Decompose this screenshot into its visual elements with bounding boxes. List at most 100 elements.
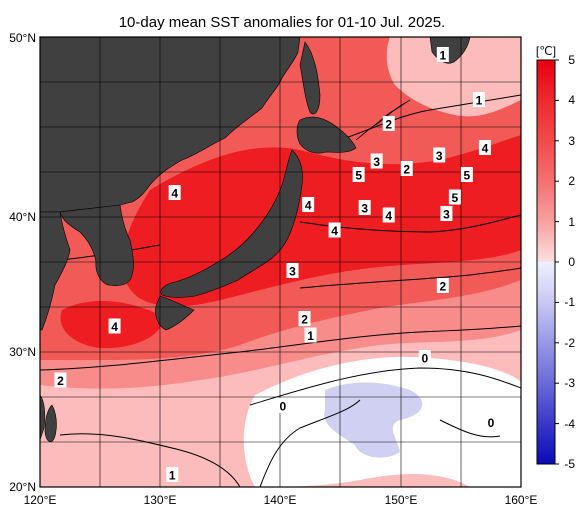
- colorbar-tick-label: 2: [568, 174, 575, 188]
- contour-label-text: 1: [169, 469, 176, 483]
- contour-label-text: 4: [171, 187, 178, 201]
- contour-label-background: [286, 263, 299, 278]
- colorbar-scale: [536, 59, 556, 465]
- colorbar-tick-label: 4: [568, 93, 575, 107]
- contour-label-text: 0: [488, 416, 495, 430]
- sakhalin-land: [299, 41, 321, 115]
- contour-label-background: [328, 222, 341, 238]
- contour-label-text: 1: [439, 49, 446, 63]
- contour-label: 0: [484, 414, 497, 430]
- land-masses: [40, 37, 471, 443]
- negative-anomaly-patch: [324, 382, 423, 458]
- contour-label: 5: [352, 167, 365, 183]
- contour-label-text: 5: [452, 191, 459, 205]
- latitude-axis-labels: 50°N 40°N 30°N 20°N: [9, 31, 36, 494]
- contour-label: 2: [400, 161, 413, 177]
- colorbar-ticks: [555, 59, 559, 465]
- colorbar-tick-label: 0: [568, 255, 575, 269]
- china-coast-land: [40, 211, 71, 331]
- contour-label-text: 3: [289, 265, 296, 279]
- colorbar-tick-label: 1: [568, 215, 575, 229]
- contour-label-text: 2: [403, 163, 410, 177]
- longitude-axis-labels: 120°E 130°E 140°E 150°E 160°E: [24, 493, 538, 507]
- lon-tick-label: 160°E: [505, 493, 538, 507]
- contour-label: 2: [54, 372, 67, 388]
- lat-lon-grid: [40, 37, 521, 487]
- contour-label: 3: [286, 263, 299, 279]
- contour-label-text: 4: [331, 224, 338, 238]
- contour-label-background: [484, 414, 497, 430]
- contour-label-text: 5: [355, 169, 362, 183]
- contour-label-text: 0: [421, 352, 428, 366]
- colorbar-tick-label: -2: [564, 336, 575, 350]
- contour-label-background: [440, 206, 453, 221]
- contour-label-text: 0: [280, 400, 287, 414]
- contour-label: 0: [418, 350, 431, 366]
- contour-label: 3: [370, 153, 383, 169]
- contour-label-text: 4: [111, 320, 118, 334]
- contour-label: 3: [358, 200, 371, 216]
- lon-tick-label: 130°E: [144, 493, 177, 507]
- contour-label: 3: [433, 147, 446, 163]
- contour-label: 2: [298, 311, 311, 327]
- colorbar-tick-label: -1: [564, 295, 575, 309]
- lon-tick-label: 150°E: [385, 493, 418, 507]
- lat-tick-label: 50°N: [9, 31, 36, 45]
- contour-label: 1: [436, 47, 449, 63]
- contour-label: 3: [440, 206, 453, 222]
- korean-peninsula-land: [59, 204, 134, 286]
- contour-label-text: 2: [301, 313, 308, 327]
- contour-label-background: [478, 140, 491, 155]
- asian-continent-land: [40, 37, 301, 213]
- contour-label-background: [54, 372, 67, 388]
- kyushu-shikoku-land: [155, 295, 195, 331]
- contour-label-text: 2: [439, 280, 446, 294]
- contour-label-text: 2: [57, 374, 64, 388]
- contour-label: 4: [168, 185, 181, 201]
- contour-label: 4: [302, 197, 315, 213]
- contour-label-background: [382, 207, 395, 223]
- colorbar-tick-labels: 5 4 3 2 1 0 -1 -2 -3 -4 -5: [564, 53, 575, 471]
- contour-label-text: 5: [464, 169, 471, 183]
- lat-tick-label: 30°N: [9, 345, 36, 359]
- contour-label-background: [436, 278, 449, 293]
- contour-label-text: 4: [482, 142, 489, 156]
- honshu-land: [160, 149, 303, 298]
- contour-label-text: 4: [305, 199, 312, 213]
- contour-label: 2: [436, 278, 449, 294]
- contour-label-background: [436, 47, 449, 62]
- contour-label: 4: [382, 207, 395, 223]
- contour-label-background: [433, 147, 446, 163]
- contour-label-background: [298, 311, 311, 326]
- contour-label: 5: [448, 189, 461, 205]
- contour-label-background: [418, 350, 431, 365]
- contour-label: 4: [108, 318, 121, 334]
- northeast-weak-anomaly: [386, 37, 521, 117]
- contour-label-text: 3: [443, 208, 450, 222]
- contour-label: 1: [304, 327, 317, 343]
- map-frame: [39, 36, 522, 488]
- contour-label-background: [352, 167, 365, 182]
- kuril-islands-land: [355, 99, 411, 141]
- contour-label: 4: [478, 140, 491, 156]
- contour-label-background: [108, 318, 121, 334]
- map-title: 10-day mean SST anomalies for 01-10 Jul.…: [119, 14, 446, 31]
- contour-label-text: 1: [307, 329, 314, 343]
- colorbar-tick-label: -3: [564, 376, 575, 390]
- contour-label-background: [302, 197, 315, 212]
- colorbar-tick-label: 3: [568, 134, 575, 148]
- contour-label: 0: [276, 398, 289, 414]
- contour-label-text: 3: [361, 202, 368, 216]
- contour-label-background: [166, 467, 179, 482]
- lat-tick-label: 20°N: [9, 480, 36, 494]
- contour-label: 4: [328, 222, 341, 238]
- contour-label-text: 3: [373, 155, 380, 169]
- contour-label-background: [358, 200, 371, 215]
- contour-label: 1: [472, 92, 485, 108]
- contour-label: 1: [166, 467, 179, 483]
- contour-label-background: [448, 189, 461, 205]
- contour-label-background: [472, 92, 485, 107]
- contour-label-text: 1: [476, 94, 483, 108]
